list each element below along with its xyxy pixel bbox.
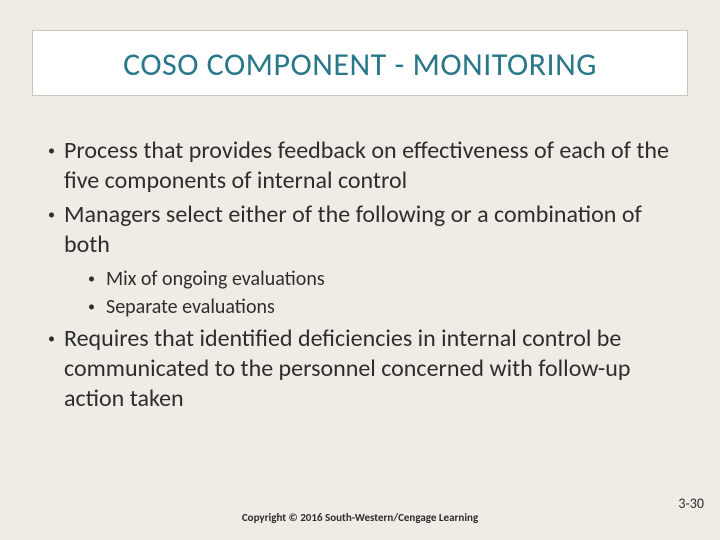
bullet-text: Managers select either of the following … — [64, 200, 684, 260]
list-item: Process that provides feedback on effect… — [48, 136, 684, 196]
bullet-text: Requires that identified deficiencies in… — [64, 324, 684, 414]
bullet-list: Process that provides feedback on effect… — [48, 136, 684, 414]
slide-title: COSO COMPONENT - MONITORING — [33, 45, 687, 84]
list-item: Managers select either of the following … — [48, 200, 684, 320]
list-item: Mix of ongoing evaluations — [88, 266, 684, 292]
bullet-text: Mix of ongoing evaluations — [106, 266, 684, 292]
slide: COSO COMPONENT - MONITORING Process that… — [0, 0, 720, 540]
list-item: Separate evaluations — [88, 294, 684, 320]
page-number: 3-30 — [678, 495, 704, 512]
copyright-text: Copyright © 2016 South-Western/Cengage L… — [0, 511, 720, 524]
title-box: COSO COMPONENT - MONITORING — [32, 30, 688, 96]
list-item: Requires that identified deficiencies in… — [48, 324, 684, 414]
slide-content: Process that provides feedback on effect… — [48, 136, 684, 418]
bullet-text: Process that provides feedback on effect… — [64, 136, 684, 196]
sub-bullet-list: Mix of ongoing evaluations Separate eval… — [88, 266, 684, 320]
bullet-text: Separate evaluations — [106, 294, 684, 320]
